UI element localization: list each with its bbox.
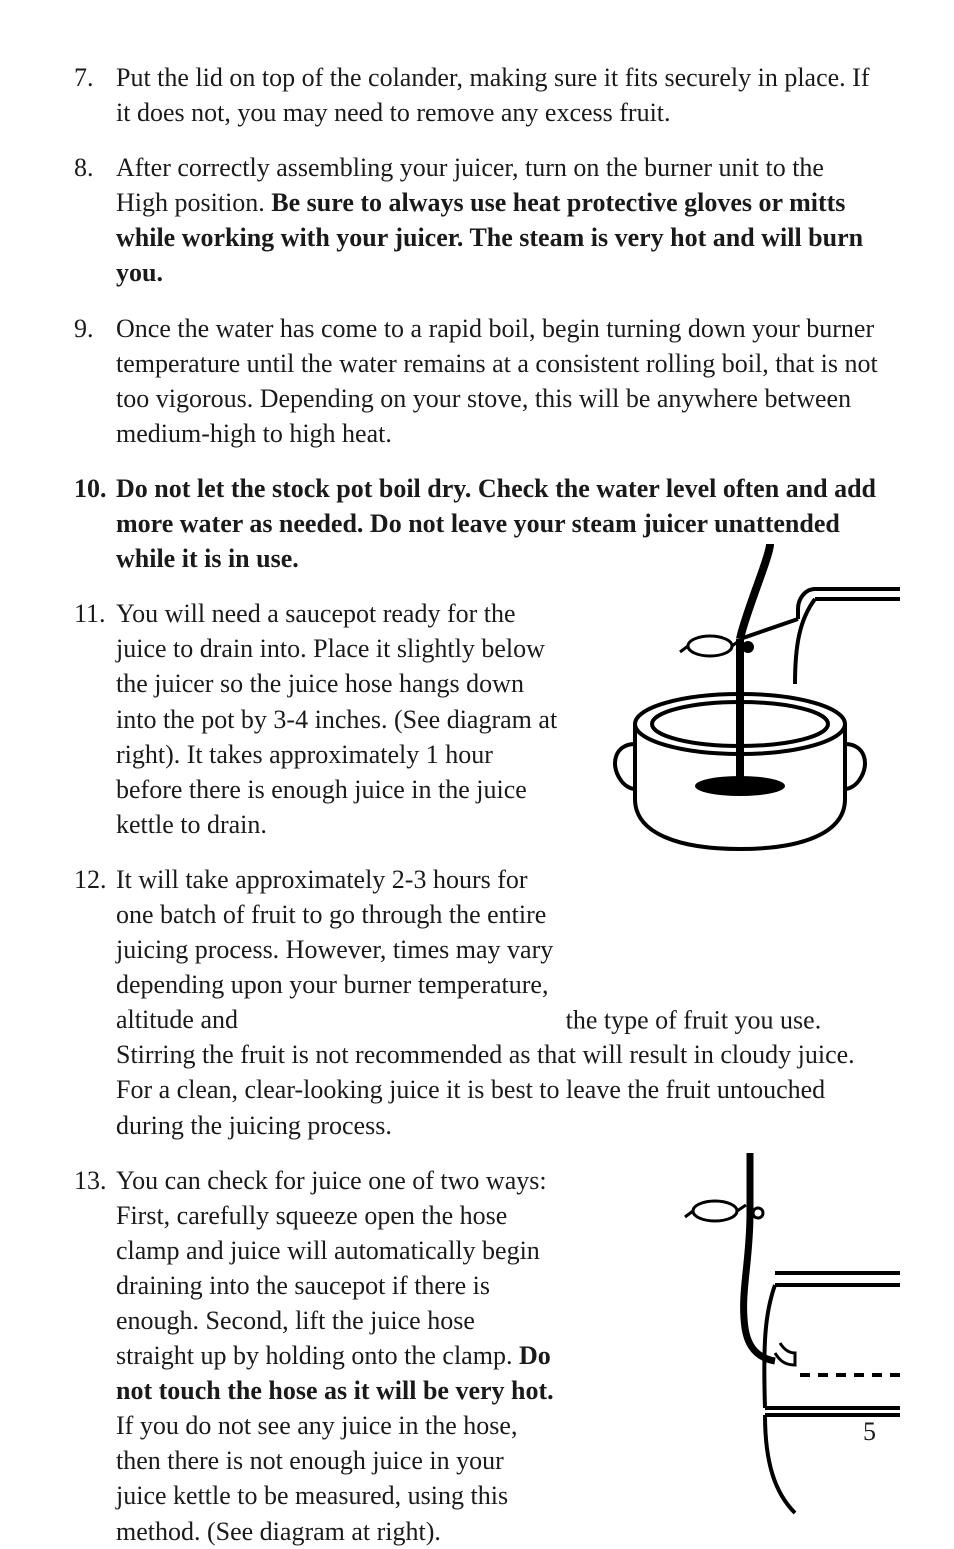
step-11: 11. You will need a saucepot ready for t… xyxy=(74,596,880,842)
step-post: If you do not see any juice in the hose,… xyxy=(116,1411,517,1545)
step-number: 10. xyxy=(74,471,116,576)
step-text: You will need a saucepot ready for the j… xyxy=(116,596,559,842)
step-number: 11. xyxy=(74,596,116,842)
step-12: 12. It will take approximately 2-3 hours… xyxy=(74,862,880,1143)
step-text-wrapped: It will take approximately 2-3 hours for… xyxy=(116,862,559,1037)
step-number: 13. xyxy=(74,1163,116,1549)
step-number: 12. xyxy=(74,862,116,1143)
document-page: 7. Put the lid on top of the colander, m… xyxy=(0,0,954,1475)
step-body: You can check for juice one of two ways:… xyxy=(116,1163,880,1549)
page-number: 5 xyxy=(863,1417,876,1447)
step-pre: You can check for juice one of two ways:… xyxy=(116,1166,547,1370)
step-number: 8. xyxy=(74,150,116,290)
step-13: 13. You can check for juice one of two w… xyxy=(74,1163,880,1549)
step-body: After correctly assembling your juicer, … xyxy=(116,150,880,290)
step-9: 9. Once the water has come to a rapid bo… xyxy=(74,311,880,451)
step-7: 7. Put the lid on top of the colander, m… xyxy=(74,60,880,130)
step-8: 8. After correctly assembling your juice… xyxy=(74,150,880,290)
step-text: You can check for juice one of two ways:… xyxy=(116,1163,559,1549)
step-body: Once the water has come to a rapid boil,… xyxy=(116,311,880,451)
step-body: Put the lid on top of the colander, maki… xyxy=(116,60,880,130)
instruction-list: 7. Put the lid on top of the colander, m… xyxy=(74,60,880,1549)
step-number: 9. xyxy=(74,311,116,451)
step-body: You will need a saucepot ready for the j… xyxy=(116,596,880,842)
step-number: 7. xyxy=(74,60,116,130)
diagram-lift-hose-check-juice xyxy=(580,1153,900,1523)
step-body: It will take approximately 2-3 hours for… xyxy=(116,862,880,1143)
diagram-juice-drain-into-pot xyxy=(580,544,900,874)
